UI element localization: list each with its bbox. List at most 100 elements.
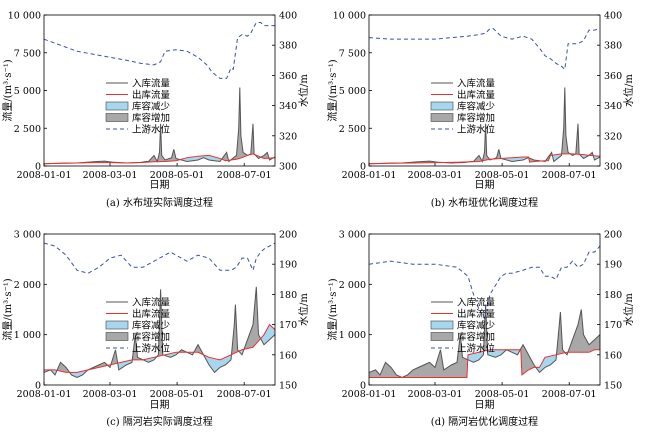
legend-swatch-increase xyxy=(430,113,454,122)
y-right-tick-label: 360 xyxy=(279,71,297,82)
legend-label: 库容增加 xyxy=(132,331,170,343)
y-left-tick-label: 7 500 xyxy=(339,48,366,59)
y-left-tick-label: 5 000 xyxy=(339,86,366,97)
y-right-tick-label: 170 xyxy=(279,320,297,331)
x-tick-label: 2008-05-01 xyxy=(150,389,205,400)
y-right-tick-label: 160 xyxy=(604,350,622,361)
legend-swatch-increase xyxy=(105,332,129,341)
outflow-series-line xyxy=(368,153,601,165)
y-right-tick-label: 170 xyxy=(604,320,622,331)
y-left-tick-label: 5 000 xyxy=(14,86,41,97)
y-right-tick-label: 150 xyxy=(604,381,622,392)
panel-caption: (c) 隔河岩实际调度过程 xyxy=(106,415,213,428)
y-right-tick-label: 180 xyxy=(604,290,622,301)
y-right-tick-label: 340 xyxy=(279,101,297,112)
legend-label: 库容增加 xyxy=(132,112,170,124)
x-tick-label: 2008-05-01 xyxy=(475,170,530,181)
legend-swatch-decrease xyxy=(105,320,129,330)
storage-decrease-area xyxy=(443,153,600,163)
y-left-tick-label: 1 000 xyxy=(339,330,366,341)
legend-label: 入库流量 xyxy=(457,297,496,309)
x-axis-label: 日期 xyxy=(150,179,170,191)
y-right-tick-label: 360 xyxy=(604,71,622,82)
inflow-series-line xyxy=(368,87,601,165)
legend-label: 上游水位 xyxy=(132,343,171,355)
y-left-tick-label: 0 xyxy=(360,381,366,392)
legend-label: 库容减少 xyxy=(457,320,496,332)
y-left-tick-label: 0 xyxy=(360,162,366,173)
x-tick-label: 2008-07-01 xyxy=(542,170,597,181)
legend-label: 入库流量 xyxy=(457,78,496,90)
y-left-tick-label: 10 000 xyxy=(8,11,41,22)
x-tick-label: 2008-05-01 xyxy=(475,389,530,400)
legend-swatch-decrease xyxy=(105,101,129,111)
plot-frame xyxy=(368,233,601,386)
legend-label: 出库流量 xyxy=(457,308,496,320)
outflow-series-line xyxy=(44,323,276,373)
x-tick-label: 2008-03-01 xyxy=(408,389,463,400)
y-right-tick-label: 190 xyxy=(604,260,622,271)
y-left-axis-label: 流量/(m³·s⁻¹) xyxy=(1,59,14,121)
outflow-series-line xyxy=(369,349,600,378)
water-level-series-line xyxy=(368,28,601,71)
x-axis-label: 日期 xyxy=(475,179,495,191)
panel-b: 0 2 500 5 000 7 500 10 000 300 320 340 360 380 400… xyxy=(326,11,635,210)
legend-label: 库容减少 xyxy=(132,101,171,113)
y-right-axis-label: 水位/m xyxy=(297,293,310,326)
y-right-tick-label: 380 xyxy=(279,41,297,52)
panel-caption: (b) 水布垭优化调度过程 xyxy=(431,196,538,209)
y-left-axis-label: 流量/(m³·s⁻¹) xyxy=(326,59,339,121)
x-tick-label: 2008-03-01 xyxy=(83,389,138,400)
y-right-axis-label: 水位/m xyxy=(297,74,310,107)
y-right-tick-label: 200 xyxy=(279,230,297,241)
panel-c: 0 1 000 2 000 3 000 150 160 170 180 190 200 2008-0… xyxy=(1,230,310,429)
legend-swatch-decrease xyxy=(430,320,454,330)
y-left-tick-label: 0 xyxy=(35,162,41,173)
x-tick-label: 2008-01-01 xyxy=(17,170,72,181)
legend-label: 入库流量 xyxy=(132,78,171,90)
x-tick-label: 2008-07-01 xyxy=(542,389,597,400)
y-left-tick-label: 3 000 xyxy=(339,230,366,241)
y-right-tick-label: 300 xyxy=(604,162,622,173)
y-right-tick-label: 300 xyxy=(279,162,297,173)
storage-increase-area xyxy=(57,286,261,373)
x-axis-label: 日期 xyxy=(475,399,495,411)
legend-swatch-decrease xyxy=(430,101,454,111)
y-right-tick-label: 150 xyxy=(279,381,297,392)
panel-caption: (d) 隔河岩优化调度过程 xyxy=(431,415,538,428)
y-left-tick-label: 7 500 xyxy=(14,48,41,59)
y-left-axis-label: 流量/(m³·s⁻¹) xyxy=(1,278,14,340)
y-left-tick-label: 2 500 xyxy=(14,124,41,135)
y-left-axis-label: 流量/(m³·s⁻¹) xyxy=(326,278,339,340)
legend-swatch-increase xyxy=(105,113,129,122)
y-right-tick-label: 320 xyxy=(279,131,297,142)
y-right-tick-label: 160 xyxy=(279,350,297,361)
inflow-series-line xyxy=(43,286,276,378)
y-right-tick-label: 400 xyxy=(279,11,297,22)
legend-label: 出库流量 xyxy=(457,89,496,101)
y-left-tick-label: 3 000 xyxy=(14,230,41,241)
y-left-tick-label: 10 000 xyxy=(333,11,366,22)
legend-label: 库容减少 xyxy=(457,101,496,113)
x-tick-label: 2008-05-01 xyxy=(150,170,205,181)
storage-decrease-area xyxy=(468,349,569,373)
x-tick-label: 2008-07-01 xyxy=(217,389,272,400)
legend-label: 上游水位 xyxy=(132,124,171,136)
panel-caption: (a) 水布垭实际调度过程 xyxy=(106,196,213,209)
y-right-tick-label: 190 xyxy=(279,260,297,271)
water-level-series-line xyxy=(43,242,276,274)
y-left-tick-label: 1 000 xyxy=(14,330,41,341)
panel-d: 0 1 000 2 000 3 000 150 160 170 180 190 200 2008-0… xyxy=(326,230,635,429)
x-tick-label: 2008-01-01 xyxy=(342,170,397,181)
storage-decrease-area xyxy=(180,154,274,162)
y-right-tick-label: 380 xyxy=(604,41,622,52)
x-tick-label: 2008-03-01 xyxy=(408,170,463,181)
legend-label: 上游水位 xyxy=(457,124,496,136)
y-right-tick-label: 400 xyxy=(604,11,622,22)
x-tick-label: 2008-01-01 xyxy=(17,389,72,400)
